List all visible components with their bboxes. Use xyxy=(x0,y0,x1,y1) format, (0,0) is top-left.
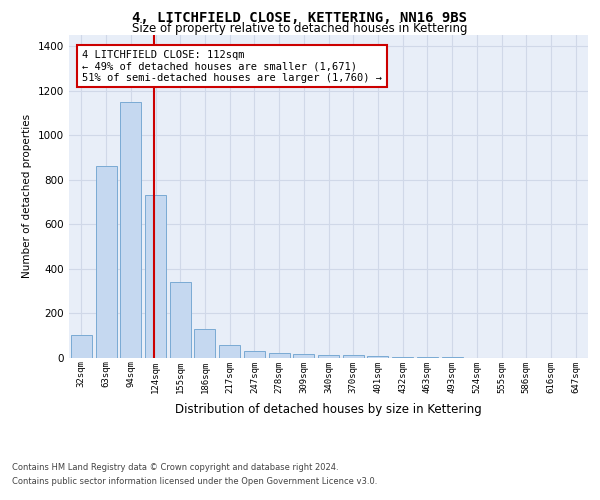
Bar xyxy=(145,195,166,358)
Bar xyxy=(269,353,290,358)
Text: Size of property relative to detached houses in Kettering: Size of property relative to detached ho… xyxy=(132,22,468,35)
Bar xyxy=(367,356,388,358)
Bar xyxy=(71,336,92,357)
Bar xyxy=(120,102,141,358)
Bar xyxy=(318,356,339,358)
Text: Contains public sector information licensed under the Open Government Licence v3: Contains public sector information licen… xyxy=(12,477,377,486)
Text: 4 LITCHFIELD CLOSE: 112sqm
← 49% of detached houses are smaller (1,671)
51% of s: 4 LITCHFIELD CLOSE: 112sqm ← 49% of deta… xyxy=(82,50,382,82)
Y-axis label: Number of detached properties: Number of detached properties xyxy=(22,114,32,278)
Bar xyxy=(343,356,364,358)
Bar xyxy=(194,328,215,358)
Text: Contains HM Land Registry data © Crown copyright and database right 2024.: Contains HM Land Registry data © Crown c… xyxy=(12,464,338,472)
Text: Distribution of detached houses by size in Kettering: Distribution of detached houses by size … xyxy=(175,402,482,415)
Bar xyxy=(170,282,191,358)
Bar xyxy=(293,354,314,358)
Bar xyxy=(219,346,240,358)
Bar xyxy=(95,166,116,358)
Bar xyxy=(244,351,265,358)
Text: 4, LITCHFIELD CLOSE, KETTERING, NN16 9BS: 4, LITCHFIELD CLOSE, KETTERING, NN16 9BS xyxy=(133,11,467,25)
